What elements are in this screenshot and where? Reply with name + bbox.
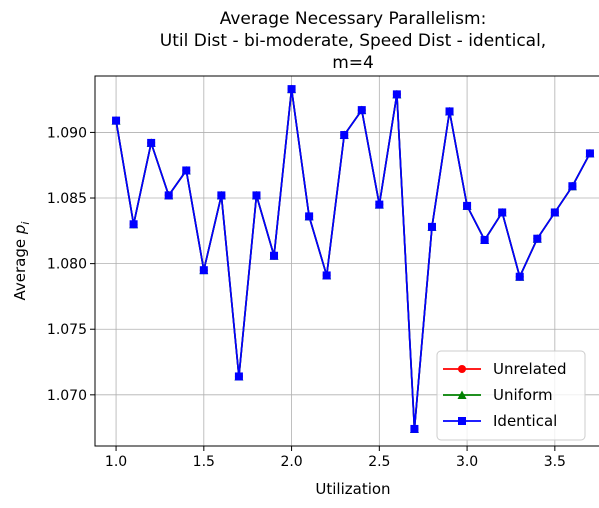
data-point-identical	[270, 251, 279, 260]
legend-box	[436, 350, 586, 441]
data-point-identical	[357, 106, 366, 115]
y-axis-label-subscript: i	[19, 222, 32, 225]
data-point-identical	[305, 212, 314, 221]
grid-lines	[95, 76, 599, 446]
legend-label-identical: Identical	[493, 412, 557, 430]
data-point-identical	[392, 90, 401, 99]
data-point-identical	[498, 208, 507, 217]
x-axis-ticks: 1.0 1.5 2.0 2.5 3.0 3.5	[105, 446, 566, 470]
data-point-identical	[252, 191, 261, 200]
data-point-identical	[445, 107, 454, 116]
y-tick-label: 1.070	[47, 388, 87, 404]
legend-marker-identical	[458, 417, 466, 425]
series-layer	[111, 84, 595, 433]
data-point-identical	[463, 201, 472, 210]
data-point-identical	[410, 424, 419, 433]
x-tick-label: 2.0	[280, 454, 302, 470]
chart-title-line-1: Average Necessary Parallelism:	[220, 9, 487, 29]
legend-label-uniform: Uniform	[493, 386, 553, 404]
y-axis-label-symbol: p	[11, 225, 29, 236]
data-point-identical	[550, 208, 559, 217]
x-tick-label: 2.5	[368, 454, 390, 470]
chart-title: Average Necessary Parallelism: Util Dist…	[160, 9, 546, 73]
data-point-identical	[322, 271, 331, 280]
x-tick-label: 3.0	[456, 454, 478, 470]
data-point-identical	[234, 372, 243, 381]
data-point-identical	[112, 116, 121, 125]
data-point-identical	[480, 236, 489, 245]
series-identical	[112, 85, 594, 433]
legend: Unrelated Uniform Identical	[436, 350, 586, 441]
y-tick-label: 1.080	[47, 257, 87, 273]
x-tick-label: 1.5	[193, 454, 215, 470]
data-point-identical	[129, 220, 138, 229]
legend-label-unrelated: Unrelated	[493, 360, 567, 378]
data-point-identical	[585, 149, 594, 158]
y-tick-label: 1.085	[47, 191, 87, 207]
data-point-identical	[287, 85, 296, 94]
data-point-identical	[182, 166, 191, 175]
data-point-identical	[533, 234, 542, 243]
x-axis-label: Utilization	[315, 480, 390, 498]
data-point-identical	[199, 266, 208, 275]
data-point-identical	[375, 200, 384, 209]
y-axis-label-text: Average	[11, 234, 29, 300]
data-point-identical	[164, 191, 173, 200]
y-axis-ticks: 1.070 1.075 1.080 1.085 1.090	[47, 125, 95, 404]
y-tick-label: 1.090	[47, 125, 87, 141]
plot-area-frame	[94, 75, 599, 447]
data-point-identical	[515, 272, 524, 281]
y-axis-label: Average pi	[11, 222, 32, 301]
legend-marker-unrelated	[458, 365, 466, 373]
x-tick-label: 1.0	[105, 454, 127, 470]
data-point-identical	[147, 138, 156, 147]
y-tick-label: 1.075	[47, 322, 87, 338]
data-point-identical	[568, 182, 577, 191]
legend-marker-uniform	[457, 390, 467, 399]
data-point-identical	[217, 191, 226, 200]
chart-title-line-3: m=4	[332, 53, 374, 73]
x-tick-label: 3.5	[544, 454, 566, 470]
data-point-identical	[427, 222, 436, 231]
series-line-identical	[115, 89, 591, 430]
data-point-identical	[340, 131, 349, 140]
chart-title-line-2: Util Dist - bi-moderate, Speed Dist - id…	[160, 31, 546, 51]
